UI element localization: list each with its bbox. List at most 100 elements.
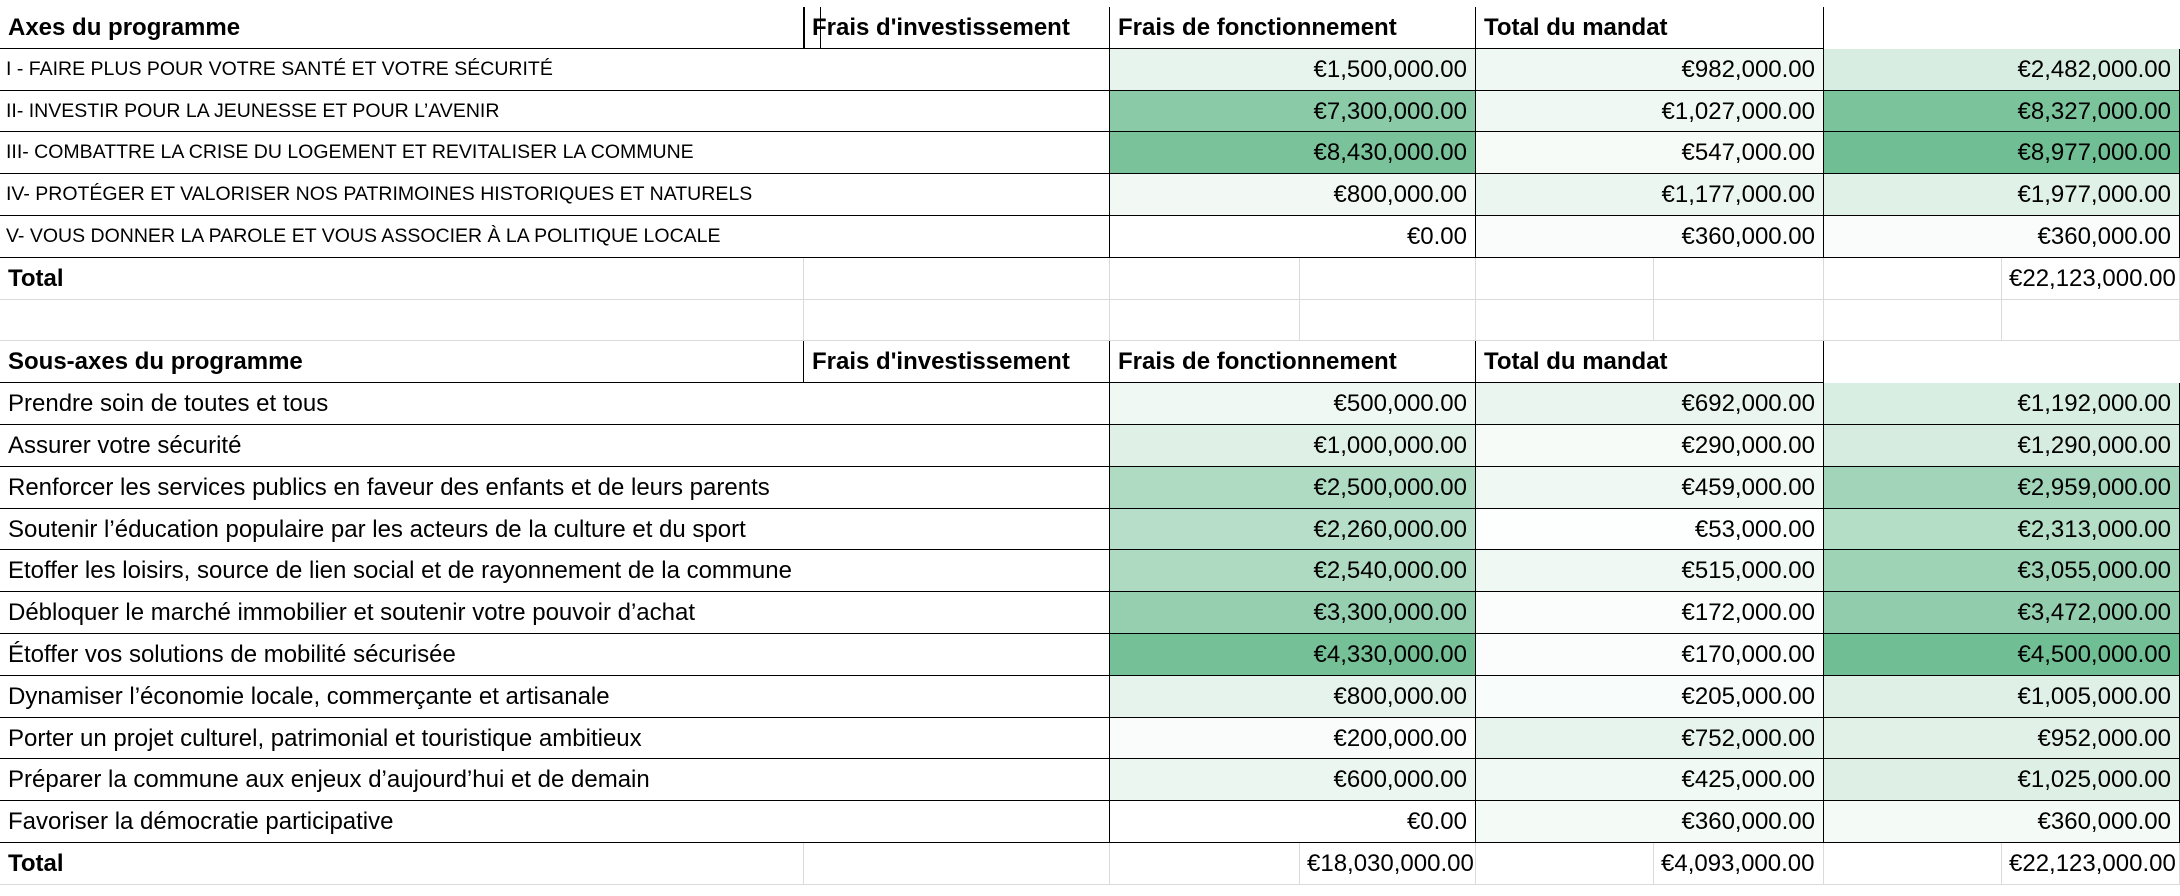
value-cell: €0.00	[1110, 801, 1476, 843]
row-label: Assurer votre sécurité	[0, 425, 1110, 467]
total-value: €18,030,000.00	[1307, 850, 1474, 877]
grid-cell	[2002, 299, 2180, 342]
grid-cell	[804, 843, 1110, 885]
value-cell: €360,000.00	[1476, 801, 1824, 843]
row-label: Etoffer les loisirs, source de lien soci…	[0, 550, 1110, 593]
value-cell: €4,500,000.00	[1824, 634, 2180, 676]
value-cell: €200,000.00	[1110, 717, 1476, 760]
grid-cell	[1654, 299, 1824, 342]
grid-cell	[1300, 299, 1476, 342]
value-cell: €800,000.00	[1110, 675, 1476, 718]
value-cell: €3,472,000.00	[1824, 592, 2180, 634]
value-cell: €8,327,000.00	[1824, 90, 2180, 133]
grid-cell	[1476, 299, 1654, 342]
value-cell: €172,000.00	[1476, 592, 1824, 634]
grid-cell	[0, 843, 804, 885]
value-cell: €1,177,000.00	[1476, 174, 1824, 216]
row-label: Débloquer le marché immobilier et souten…	[0, 592, 1110, 634]
value-cell: €1,027,000.00	[1476, 90, 1824, 133]
header-cell: Axes du programme	[0, 7, 804, 49]
value-cell: €8,430,000.00	[1110, 132, 1476, 175]
value-cell: €2,482,000.00	[1824, 48, 2180, 91]
grid-cell	[804, 299, 1110, 342]
grid-cell	[1110, 843, 1300, 885]
value-cell: €1,005,000.00	[1824, 675, 2180, 718]
value-cell: €7,300,000.00	[1110, 90, 1476, 133]
header-cell: Frais de fonctionnement	[1110, 7, 1476, 49]
row-label: Étoffer vos solutions de mobilité sécuri…	[0, 634, 1110, 676]
header-divider	[804, 7, 805, 49]
value-cell: €170,000.00	[1476, 634, 1824, 676]
row-label: Renforcer les services publics en faveur…	[0, 466, 1110, 509]
row-label: II- INVESTIR POUR LA JEUNESSE ET POUR L’…	[0, 90, 1110, 133]
value-cell: €290,000.00	[1476, 425, 1824, 467]
value-cell: €2,540,000.00	[1110, 550, 1476, 593]
grid-cell	[1110, 299, 1300, 342]
value-cell: €0.00	[1110, 216, 1476, 258]
value-cell: €500,000.00	[1110, 383, 1476, 425]
row-label: III- COMBATTRE LA CRISE DU LOGEMENT ET R…	[0, 132, 1110, 175]
header-cell: Total du mandat	[1476, 7, 1824, 49]
row-label: Prendre soin de toutes et tous	[0, 383, 1110, 425]
grid-cell	[804, 257, 1110, 300]
value-cell: €4,330,000.00	[1110, 634, 1476, 676]
value-cell: €360,000.00	[1824, 216, 2180, 258]
total-value: €4,093,000.00	[1661, 850, 1815, 877]
grid-cell	[1476, 257, 1654, 300]
value-cell: €1,977,000.00	[1824, 174, 2180, 216]
value-cell: €3,055,000.00	[1824, 550, 2180, 593]
header-cell: Sous-axes du programme	[0, 341, 804, 384]
header-cell: Total du mandat	[1476, 341, 1824, 384]
value-cell: €360,000.00	[1476, 216, 1824, 258]
row-label: Soutenir l’éducation populaire par les a…	[0, 508, 1110, 551]
value-cell: €692,000.00	[1476, 383, 1824, 425]
row-label: Porter un projet culturel, patrimonial e…	[0, 717, 1110, 760]
value-cell: €205,000.00	[1476, 675, 1824, 718]
value-cell: €360,000.00	[1824, 801, 2180, 843]
value-cell: €1,025,000.00	[1824, 759, 2180, 802]
value-cell: €425,000.00	[1476, 759, 1824, 802]
value-cell: €3,300,000.00	[1110, 592, 1476, 634]
grid-cell	[1300, 843, 1476, 885]
total-value: €22,123,000.00	[2009, 850, 2176, 877]
grid-cell	[1654, 843, 1824, 885]
grid-cell	[1824, 257, 2002, 300]
value-cell: €515,000.00	[1476, 550, 1824, 593]
row-label: Préparer la commune aux enjeux d’aujourd…	[0, 759, 1110, 802]
row-label: Dynamiser l’économie locale, commerçante…	[0, 675, 1110, 718]
row-label: IV- PROTÉGER ET VALORISER NOS PATRIMOINE…	[0, 174, 1110, 216]
header-cell: Frais d'investissement	[804, 341, 1110, 384]
row-label: Favoriser la démocratie participative	[0, 801, 1110, 843]
grid-cell	[0, 257, 804, 300]
total-label: Total	[8, 264, 64, 292]
value-cell: €1,000,000.00	[1110, 425, 1476, 467]
grid-cell	[0, 299, 804, 342]
row-label: I - FAIRE PLUS POUR VOTRE SANTÉ ET VOTRE…	[0, 48, 1110, 91]
grid-cell	[1300, 257, 1476, 300]
value-cell: €1,290,000.00	[1824, 425, 2180, 467]
header-cell: Frais d'investissement	[804, 7, 1110, 49]
value-cell: €752,000.00	[1476, 717, 1824, 760]
value-cell: €1,500,000.00	[1110, 48, 1476, 91]
value-cell: €547,000.00	[1476, 132, 1824, 175]
value-cell: €982,000.00	[1476, 48, 1824, 91]
grid-cell	[1110, 257, 1300, 300]
grid-cell	[1824, 299, 2002, 342]
value-cell: €800,000.00	[1110, 174, 1476, 216]
value-cell: €600,000.00	[1110, 759, 1476, 802]
value-cell: €1,192,000.00	[1824, 383, 2180, 425]
total-value: €22,123,000.00	[2009, 264, 2176, 292]
value-cell: €2,313,000.00	[1824, 508, 2180, 551]
total-label: Total	[8, 850, 64, 877]
value-cell: €2,959,000.00	[1824, 466, 2180, 509]
grid-cell	[1476, 843, 1654, 885]
value-cell: €952,000.00	[1824, 717, 2180, 760]
value-cell: €8,977,000.00	[1824, 132, 2180, 175]
value-cell: €459,000.00	[1476, 466, 1824, 509]
value-cell: €2,500,000.00	[1110, 466, 1476, 509]
value-cell: €53,000.00	[1476, 508, 1824, 551]
grid-cell	[1654, 257, 1824, 300]
value-cell: €2,260,000.00	[1110, 508, 1476, 551]
row-label: V- VOUS DONNER LA PAROLE ET VOUS ASSOCIE…	[0, 216, 1110, 258]
